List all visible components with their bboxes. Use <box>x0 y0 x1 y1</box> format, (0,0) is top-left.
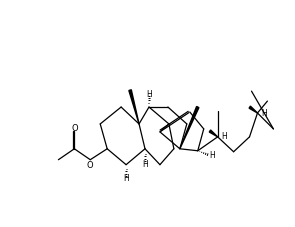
Text: H: H <box>222 132 227 141</box>
Text: O: O <box>86 160 93 169</box>
Text: H: H <box>142 159 148 168</box>
Text: H: H <box>209 151 215 159</box>
Text: O: O <box>71 124 78 133</box>
Polygon shape <box>180 107 199 149</box>
Polygon shape <box>209 130 218 137</box>
Text: H: H <box>146 90 152 99</box>
Text: H: H <box>123 174 129 183</box>
Polygon shape <box>129 90 139 124</box>
Text: H: H <box>261 108 267 117</box>
Polygon shape <box>249 107 258 114</box>
